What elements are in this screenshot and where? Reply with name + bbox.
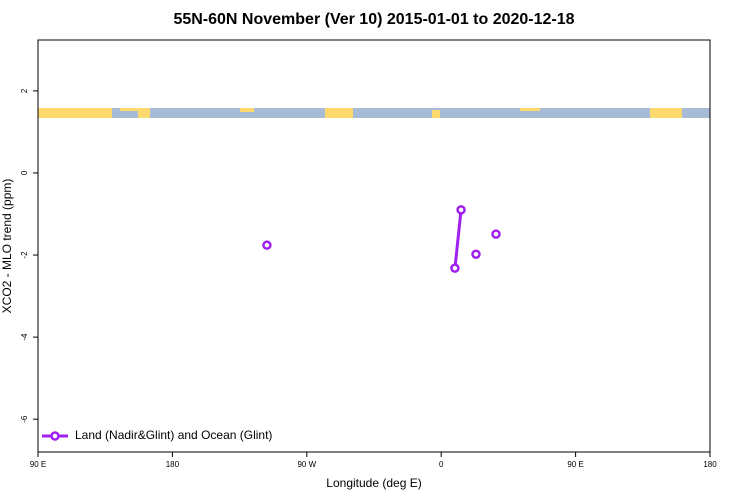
x-tick-label: 0	[439, 460, 444, 469]
x-tick-label: 90 E	[567, 460, 583, 469]
legend-marker	[50, 431, 60, 441]
y-tick-label: 0	[20, 170, 29, 175]
y-tick-label: 2	[20, 88, 29, 93]
x-tick-label: 180	[703, 460, 717, 469]
x-tick-label: 90 E	[30, 460, 46, 469]
x-axis-label: Longitude (deg E)	[326, 476, 421, 490]
point	[262, 240, 272, 250]
y-axis-label: XCO2 - MLO trend (ppm)	[0, 179, 14, 314]
x-tick-label: 180	[166, 460, 180, 469]
map-strip	[38, 108, 710, 118]
point	[456, 205, 466, 215]
point	[471, 249, 481, 259]
y-tick-label: -6	[20, 415, 29, 423]
y-tick-label: -4	[20, 333, 29, 341]
chart-title: 55N-60N November (Ver 10) 2015-01-01 to …	[173, 11, 574, 28]
point	[450, 263, 460, 273]
point	[491, 229, 501, 239]
x-tick-label: 90 W	[297, 460, 316, 469]
line	[453, 209, 463, 269]
plot-frame	[37, 39, 711, 453]
y-tick-label: -2	[20, 251, 29, 259]
legend-label: Land (Nadir&Glint) and Ocean (Glint)	[75, 428, 272, 442]
